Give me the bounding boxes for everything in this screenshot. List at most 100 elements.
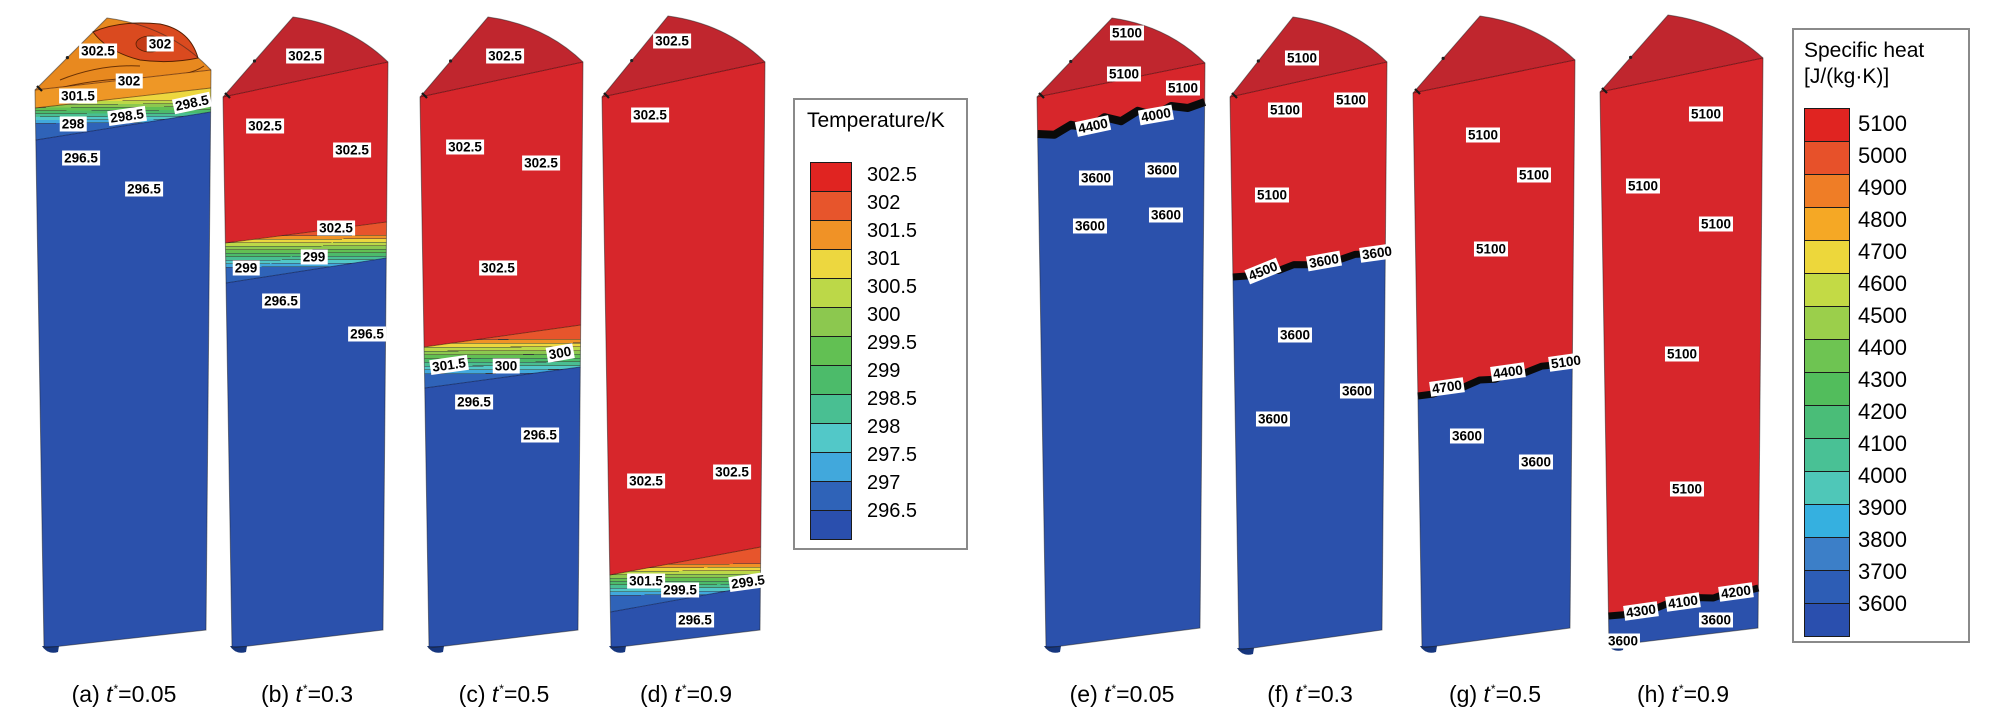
legend-swatch [1805,207,1849,240]
contour-label: 296.5 [125,181,163,197]
legend-value: 4800 [1858,207,1907,233]
contour-label: 302.5 [333,142,371,158]
panel-caption-e: (e) t*=0.05 [1069,681,1175,707]
panel-outline [419,16,584,649]
contour-label: 3600 [1518,454,1554,470]
legend-value: 4700 [1858,239,1907,265]
legend-swatch [811,278,851,307]
legend-swatch [811,336,851,365]
legend-swatch [1805,438,1849,471]
legend-value: 5000 [1858,143,1907,169]
contour-label: 3600 [1339,383,1375,399]
contour-label: 299 [232,260,260,276]
legend-value: 298.5 [867,388,918,411]
contour-label: 301.5 [59,88,97,104]
panel-caption-d: (d) t*=0.9 [640,681,732,707]
panel-caption-h: (h) t*=0.9 [1637,681,1729,707]
legend-value: 3600 [1858,591,1907,617]
contour-label: 302.5 [627,473,665,489]
legend-value: 3800 [1858,527,1907,553]
legend-swatch [1805,306,1849,339]
panel-e-shape [1036,17,1207,653]
contour-label: 299 [300,249,328,265]
legend-swatch [811,394,851,423]
legend-swatch [1805,141,1849,174]
legend-swatch [1805,240,1849,273]
contour-label: 296.5 [455,394,493,410]
contour-label: 5100 [1106,66,1142,82]
legend-swatch [811,191,851,220]
legend-swatch [811,365,851,394]
legend-swatch [1805,471,1849,504]
contour-label: 5100 [1664,346,1700,362]
contour-label: 302.5 [479,260,517,276]
contour-label: 302.5 [522,155,560,171]
legend-swatch [1805,603,1849,636]
legend-value: 4000 [1858,463,1907,489]
dome-ridge-line [1229,61,1388,98]
contour-label: 296.5 [262,293,300,309]
contour-label: 5100 [1465,127,1501,143]
legend-value: 302.5 [867,164,918,187]
panel-b-shape [222,16,389,653]
legend-swatch [811,220,851,249]
contour-label: 5100 [1473,241,1509,257]
contour-label: 3600 [1605,633,1641,649]
contour-label: 302.5 [79,43,117,59]
legend-swatch [1805,504,1849,537]
legend-swatch [811,452,851,481]
contour-label: 301.5 [627,573,665,589]
legend-value: 3700 [1858,559,1907,585]
contour-label: 3600 [1255,411,1291,427]
legend-swatch [811,163,851,191]
specific-heat-legend-title-line1: Specific heat [1804,39,1925,62]
contour-label: 5100 [1284,50,1320,66]
contour-label: 5100 [1333,92,1369,108]
contour-label: 5100 [1254,187,1290,203]
panel-outline [34,17,212,649]
panel-caption-c: (c) t*=0.5 [458,681,550,707]
panel-outline [1229,16,1388,651]
legend-swatch [1805,174,1849,207]
legend-swatch [1805,109,1849,141]
legend-value: 298 [867,416,901,439]
specific-heat-legend-title-line2: [J/(kg·K)] [1804,65,1890,88]
legend-swatch [811,510,851,539]
contour-label: 5100 [1698,216,1734,232]
dome-ridge-line [419,61,584,98]
legend-value: 4300 [1858,367,1907,393]
panel-caption-f: (f) t*=0.3 [1267,681,1353,707]
contour-label: 5100 [1267,102,1303,118]
contour-label: 3600 [1148,207,1184,223]
legend-swatch [811,423,851,452]
legend-value: 302 [867,192,901,215]
thermocline-interface-line [1037,98,1207,139]
panel-d-shape [601,15,766,653]
contour-label: 296.5 [521,427,559,443]
legend-value: 3900 [1858,495,1907,521]
panel-outline [1599,14,1764,647]
contour-label: 3600 [1078,170,1114,186]
contour-label: 302.5 [317,220,355,236]
legend-value: 300.5 [867,276,918,299]
contour-label: 5100 [1669,481,1705,497]
legend-value: 4600 [1858,271,1907,297]
contour-label: 302.5 [446,139,484,155]
contour-label: 296.5 [348,326,386,342]
contour-label: 299.5 [661,582,699,598]
legend-value: 297.5 [867,444,918,467]
contour-label: 300 [492,358,520,374]
dome-ridge-line [601,61,766,98]
legend-value: 4200 [1858,399,1907,425]
panel-c-shape [419,16,584,653]
contour-label: 302 [146,36,174,52]
legend-swatch [811,307,851,336]
contour-label: 302 [115,73,143,89]
panel-h-shape [1599,14,1764,651]
legend-swatch [811,249,851,278]
dome-ridge-line [1599,57,1764,93]
legend-value: 300 [867,304,901,327]
legend-swatch [1805,372,1849,405]
panel-g-shape [1412,15,1576,653]
